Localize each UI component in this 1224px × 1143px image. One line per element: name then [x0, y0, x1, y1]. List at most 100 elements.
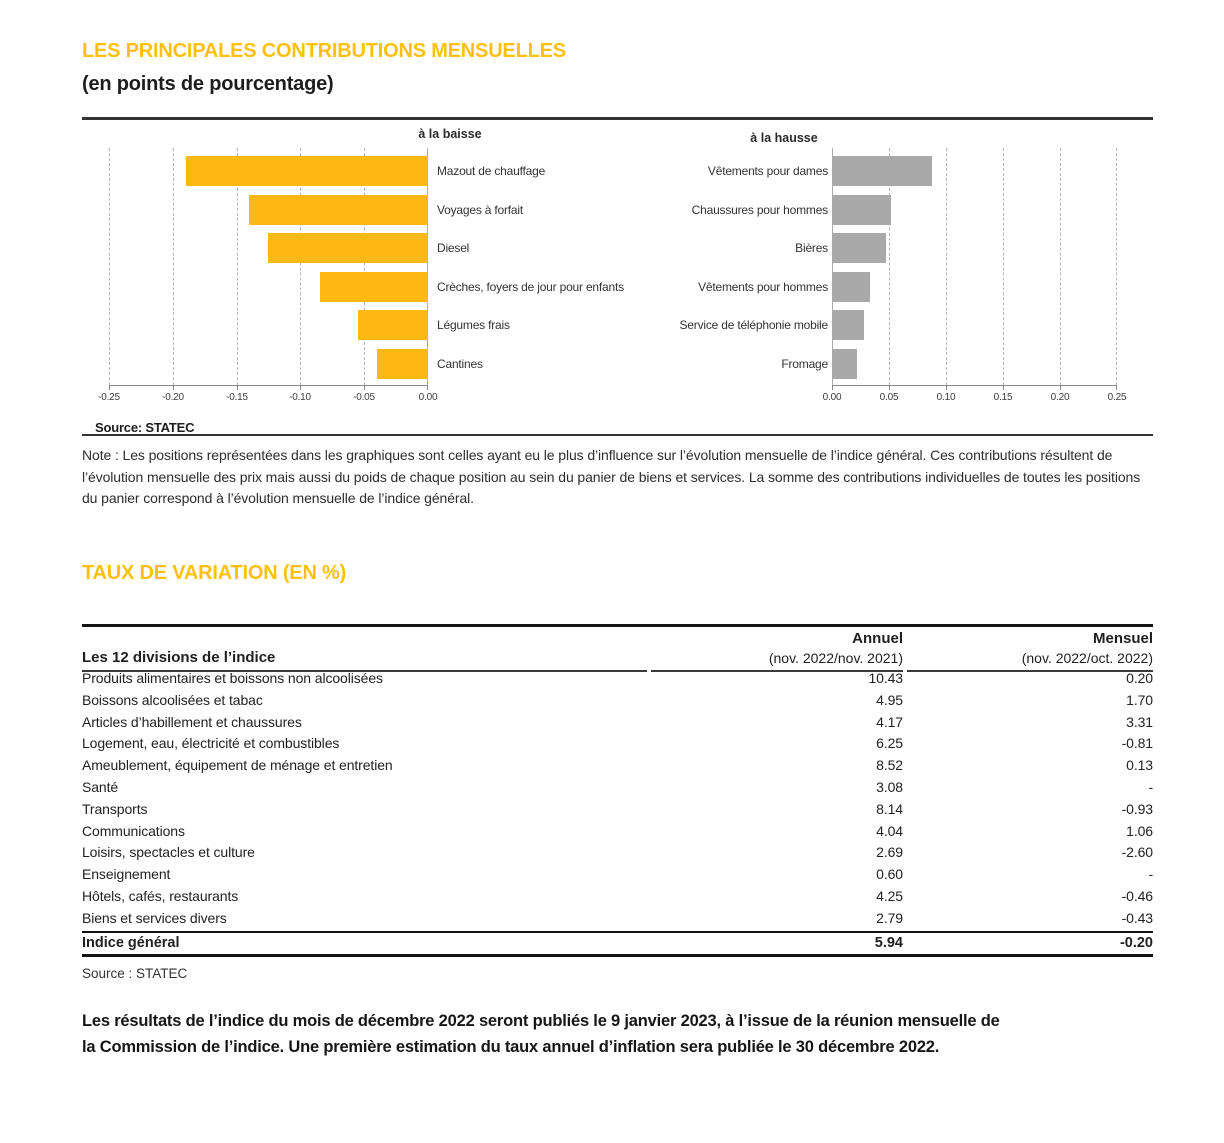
contribution-bar	[186, 156, 428, 186]
divisions-column-header: Les 12 divisions de l’indice	[82, 648, 647, 672]
axis-tick-label: 0.05	[879, 392, 899, 403]
division-label: Produits alimentaires et boissons non al…	[82, 670, 383, 686]
division-label: Hôtels, cafés, restaurants	[82, 887, 239, 904]
axis-tick	[300, 385, 301, 390]
axis-tick-label: 0.00	[418, 392, 438, 403]
monthly-value: 1.06	[1126, 822, 1153, 839]
annual-value: 2.79	[876, 909, 903, 926]
footer-announcement: Les résultats de l’indice du mois de déc…	[82, 1008, 1153, 1060]
axis-tick-label: -0.25	[98, 392, 120, 403]
axis-tick	[1116, 385, 1117, 390]
zero-axis-line	[427, 148, 428, 385]
variation-section-title: TAUX DE VARIATION (EN %)	[82, 562, 347, 584]
table-header-row-periods: Les 12 divisions de l’indice (nov. 2022/…	[82, 648, 1153, 672]
contribution-bar	[358, 310, 428, 340]
gridline	[173, 148, 174, 385]
table-row: Articles d’habillement et chaussures 4.17…	[82, 712, 1153, 734]
page-subtitle: (en points de pourcentage)	[82, 73, 334, 95]
contribution-bar	[832, 233, 886, 263]
gridline	[946, 148, 947, 385]
axis-tick-label: -0.15	[226, 392, 248, 403]
axis-tick	[1060, 385, 1061, 390]
contribution-bar	[832, 195, 891, 225]
division-label: Santé	[82, 778, 119, 795]
category-label: Chaussures pour hommes	[691, 203, 829, 217]
top-divider	[82, 117, 1153, 120]
chart-title: à la baisse	[418, 127, 482, 141]
category-label: Vêtements pour hommes	[698, 280, 828, 294]
annual-column-header: Annuel	[852, 630, 903, 647]
monthly-value: 3.31	[1126, 713, 1153, 730]
monthly-value: -	[1148, 778, 1153, 795]
contribution-bar	[832, 310, 864, 340]
table-row: Communications 4.04 1.06	[82, 821, 1153, 843]
axis-tick	[1003, 385, 1004, 390]
table-row: Enseignement 0.60 -	[82, 864, 1153, 886]
category-label: Mazout de chauffage	[437, 164, 546, 178]
division-label: Boissons alcoolisées et tabac	[82, 691, 263, 708]
annual-period-subheader: (nov. 2022/nov. 2021)	[651, 648, 903, 672]
axis-tick-label: 0.00	[822, 392, 842, 403]
contribution-bar	[832, 156, 932, 186]
contribution-bar	[832, 349, 857, 379]
axis-tick	[109, 385, 110, 390]
monthly-value: 0.13	[1126, 757, 1153, 774]
gridline	[1003, 148, 1004, 385]
contribution-bar	[320, 272, 428, 302]
monthly-value: 1.70	[1126, 691, 1153, 708]
table-source: Source : STATEC	[82, 966, 188, 981]
category-label: Crèches, foyers de jour pour enfants	[437, 280, 624, 294]
division-label: Communications	[82, 822, 185, 839]
annual-value: 4.04	[876, 822, 903, 839]
division-label: Ameublement, équipement de ménage et ent…	[82, 757, 393, 774]
division-label: Logement, eau, électricité et combustibl…	[82, 735, 340, 752]
monthly-column-header: Mensuel	[1092, 630, 1153, 647]
gridline	[300, 148, 301, 385]
table-row: Santé 3.08 -	[82, 777, 1153, 799]
note-text: Note : Les positions représentées dans l…	[82, 447, 1141, 506]
division-label: Biens et services divers	[82, 909, 227, 926]
gridline	[237, 148, 238, 385]
axis-tick-label: -0.10	[289, 392, 311, 403]
annual-value: 2.69	[876, 844, 903, 861]
table-row: Produits alimentaires et boissons non al…	[82, 668, 1153, 690]
table-total-row: Indice général 5.94 -0.20	[82, 930, 1153, 957]
table-row: Transports 8.14 -0.93	[82, 799, 1153, 821]
category-label: Fromage	[781, 357, 828, 371]
category-label: Diesel	[437, 241, 470, 255]
table-row: Loisirs, spectacles et culture 2.69 -2.60	[82, 842, 1153, 864]
annual-value: 0.60	[876, 866, 903, 883]
axis-tick-label: 0.20	[1050, 392, 1070, 403]
axis-tick-label: -0.05	[353, 392, 375, 403]
category-label: Bières	[795, 241, 828, 255]
monthly-value: -0.81	[1121, 735, 1154, 752]
footer-line-2: la Commission de l’indice. Une première …	[82, 1038, 940, 1056]
chart-title: à la hausse	[750, 131, 818, 145]
gridline	[109, 148, 110, 385]
chart-plot-area: 0.00 0.05 0.10 0.15 0.20 0.25	[823, 148, 1127, 403]
annual-value: 3.08	[876, 778, 903, 795]
category-label: Légumes frais	[437, 318, 510, 332]
monthly-value: -0.93	[1121, 800, 1154, 817]
annual-value: 8.14	[876, 800, 903, 817]
page-title: LES PRINCIPALES CONTRIBUTIONS MENSUELLES	[82, 40, 566, 62]
contribution-bar	[377, 349, 428, 379]
gridline	[1060, 148, 1061, 385]
gridline	[1116, 148, 1117, 385]
total-label: Indice général	[82, 934, 180, 951]
division-label: Articles d’habillement et chaussures	[82, 713, 302, 730]
category-label: Voyages à forfait	[437, 203, 523, 217]
axis-tick	[889, 385, 890, 390]
table-row: Boissons alcoolisées et tabac 4.95 1.70	[82, 690, 1153, 712]
document-page: LES PRINCIPALES CONTRIBUTIONS MENSUELLES…	[82, 0, 1153, 1143]
axis-tick	[946, 385, 947, 390]
category-label: Vêtements pour dames	[707, 164, 828, 178]
total-monthly-value: -0.20	[1119, 934, 1153, 951]
annual-value: 4.25	[876, 887, 903, 904]
footer-line-1: Les résultats de l’indice du mois de déc…	[82, 1012, 1000, 1030]
monthly-value: -0.43	[1121, 909, 1154, 926]
monthly-value: -0.46	[1121, 887, 1154, 904]
axis-tick	[427, 385, 428, 390]
axis-tick-label: -0.20	[162, 392, 184, 403]
table-row: Biens et services divers 2.79 -0.43	[82, 908, 1153, 930]
